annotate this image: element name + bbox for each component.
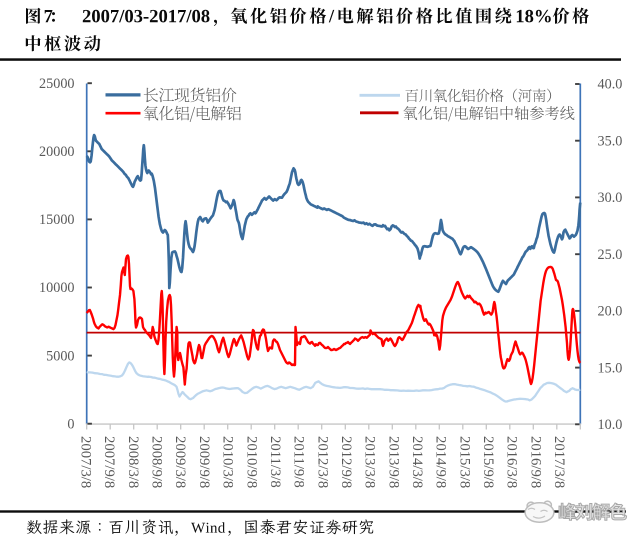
- svg-text:30.0: 30.0: [598, 190, 623, 206]
- svg-text:2007/3/8: 2007/3/8: [78, 436, 94, 488]
- svg-text:25.0: 25.0: [598, 247, 623, 263]
- svg-text:2010/9/8: 2010/9/8: [243, 436, 259, 488]
- svg-text:35.0: 35.0: [598, 133, 623, 149]
- svg-text:2012/3/8: 2012/3/8: [314, 436, 330, 488]
- svg-text:10000: 10000: [39, 280, 74, 296]
- svg-text:2009/3/8: 2009/3/8: [172, 436, 188, 488]
- svg-text:5000: 5000: [46, 348, 74, 364]
- svg-text:2010/3/8: 2010/3/8: [220, 436, 236, 488]
- svg-text:15000: 15000: [39, 212, 74, 228]
- svg-text:2016/3/8: 2016/3/8: [504, 436, 520, 488]
- svg-text:0: 0: [67, 416, 74, 432]
- svg-text:20.0: 20.0: [598, 304, 623, 320]
- svg-text:2014/3/8: 2014/3/8: [409, 436, 425, 488]
- svg-text:2014/9/8: 2014/9/8: [433, 436, 449, 488]
- svg-text:20000: 20000: [39, 144, 74, 160]
- svg-text:2011/3/8: 2011/3/8: [267, 436, 283, 488]
- svg-text:40.0: 40.0: [598, 77, 623, 93]
- svg-text:2013/9/8: 2013/9/8: [385, 436, 401, 488]
- svg-text:2011/9/8: 2011/9/8: [291, 436, 307, 488]
- svg-text:10.0: 10.0: [598, 417, 623, 433]
- svg-text:2009/9/8: 2009/9/8: [196, 436, 212, 488]
- svg-text:25000: 25000: [39, 76, 74, 92]
- svg-text:2017/3/8: 2017/3/8: [551, 436, 567, 488]
- svg-text:2013/3/8: 2013/3/8: [362, 436, 378, 488]
- svg-text:15.0: 15.0: [598, 360, 623, 376]
- svg-text:2008/3/8: 2008/3/8: [125, 436, 141, 488]
- svg-text:2012/9/8: 2012/9/8: [338, 436, 354, 488]
- svg-text:2015/3/8: 2015/3/8: [456, 436, 472, 488]
- svg-text:2016/9/8: 2016/9/8: [527, 436, 543, 488]
- svg-text:2015/9/8: 2015/9/8: [480, 436, 496, 488]
- svg-text:2007/9/8: 2007/9/8: [101, 436, 117, 488]
- svg-text:2008/9/8: 2008/9/8: [149, 436, 165, 488]
